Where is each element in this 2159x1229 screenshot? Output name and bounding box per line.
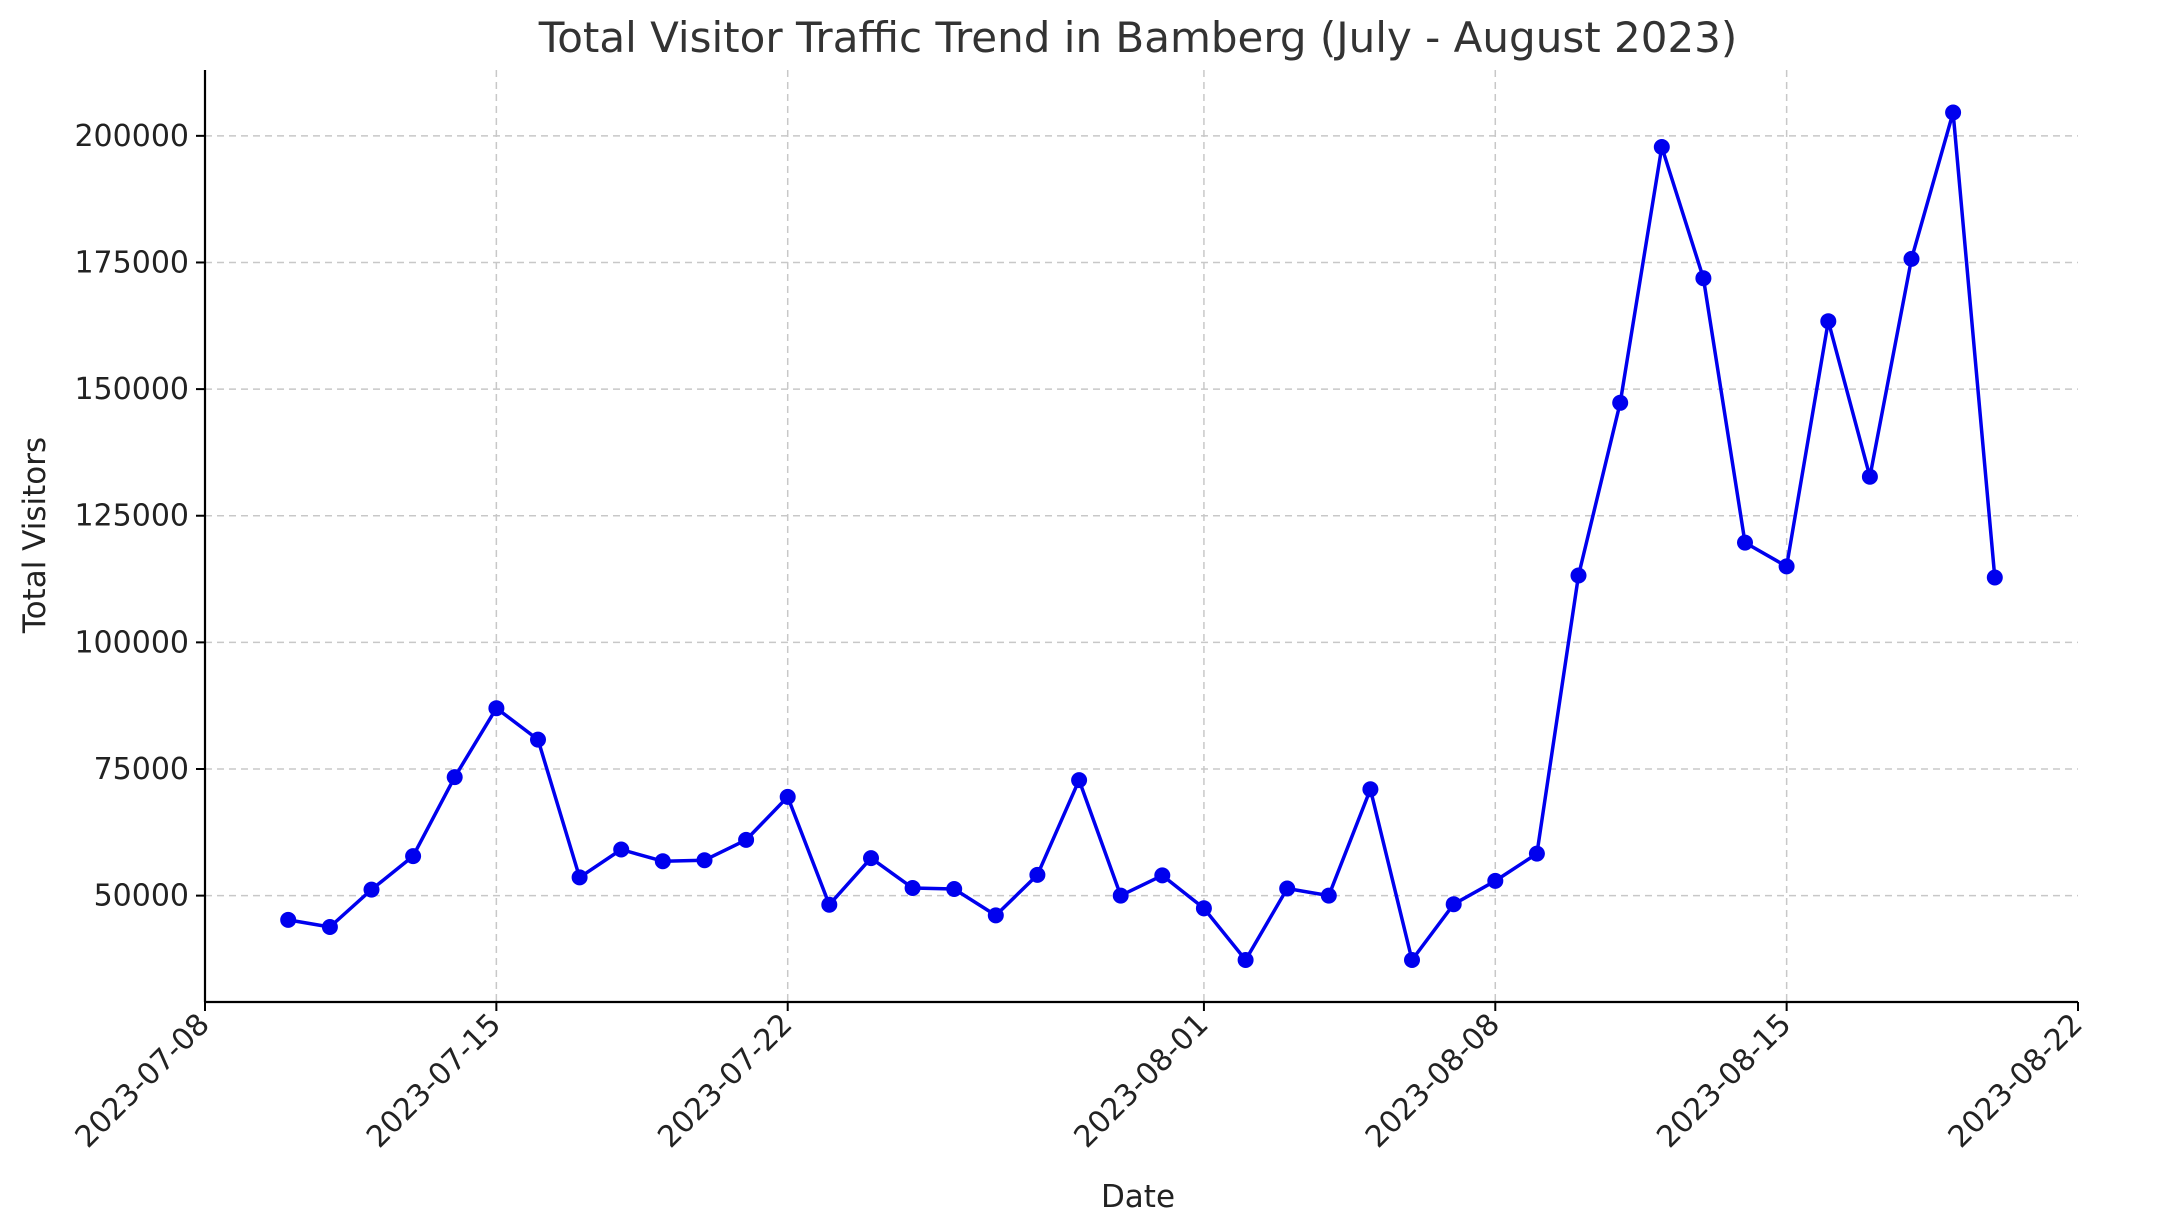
data-point	[1320, 887, 1337, 904]
data-point	[821, 896, 838, 913]
data-point	[1362, 781, 1379, 798]
x-axis-ticks: 2023-07-08 2023-07-15 2023-07-22 2023-08-01…	[69, 1002, 2090, 1155]
data-point	[405, 848, 422, 865]
data-point	[1487, 872, 1504, 889]
data-point	[654, 853, 671, 870]
data-point	[1029, 866, 1046, 883]
data-point	[1237, 952, 1254, 968]
y-axis-ticks: 50000 75000 100000 125000 150000 175000 200000	[74, 119, 205, 914]
chart-title: Total Visitor Traffic Trend in Bamberg (…	[538, 13, 1738, 62]
data-point	[738, 831, 755, 848]
data-point	[1528, 845, 1545, 862]
data-point	[904, 880, 921, 896]
x-tick-label: 2023-08-15	[1650, 1007, 1798, 1155]
data-point	[863, 850, 879, 867]
data-point	[1778, 558, 1795, 575]
data-point	[1570, 567, 1587, 584]
x-axis-label: Date	[1101, 1179, 1175, 1215]
data-point	[1861, 468, 1878, 485]
data-point	[1071, 772, 1088, 789]
grid-lines	[205, 70, 2078, 1002]
data-point	[1612, 394, 1629, 411]
data-point	[1653, 139, 1670, 155]
data-point	[446, 769, 463, 786]
data-point	[779, 788, 796, 805]
data-point	[1903, 250, 1920, 267]
x-tick-label: 2023-08-01	[1068, 1007, 1216, 1155]
data-point	[987, 907, 1004, 924]
x-tick-label: 2023-08-08	[1359, 1007, 1507, 1155]
data-point	[1112, 887, 1129, 904]
data-point	[1820, 313, 1837, 330]
data-point	[1986, 569, 2003, 586]
data-point	[280, 911, 297, 928]
data-point	[571, 869, 588, 886]
data-point	[1279, 880, 1296, 897]
y-axis-label: Total Visitors	[17, 437, 53, 634]
data-point	[946, 881, 963, 897]
axes-spines	[203, 70, 2078, 1004]
data-point	[1154, 867, 1171, 884]
data-point	[1945, 104, 1962, 121]
data-point	[1695, 270, 1712, 287]
series-group	[280, 104, 2003, 968]
data-point	[1737, 534, 1753, 551]
y-tick-label: 175000	[74, 245, 189, 280]
series-line	[287, 110, 1997, 962]
data-point	[363, 881, 380, 898]
data-point	[1195, 900, 1212, 917]
data-point	[488, 700, 505, 717]
y-tick-label: 150000	[74, 372, 189, 407]
data-point	[1404, 952, 1420, 968]
y-tick-label: 50000	[94, 879, 189, 914]
x-tick-label: 2023-07-08	[69, 1007, 217, 1155]
x-tick-label: 2023-08-22	[1942, 1007, 2090, 1155]
data-point	[321, 919, 338, 935]
data-point	[1445, 896, 1462, 913]
x-tick-label: 2023-07-22	[651, 1007, 799, 1155]
y-tick-label: 200000	[74, 119, 189, 154]
y-tick-label: 75000	[94, 752, 189, 787]
y-tick-label: 100000	[74, 625, 189, 660]
x-tick-label: 2023-07-15	[360, 1007, 508, 1155]
data-point	[613, 841, 630, 858]
data-point	[530, 731, 546, 748]
data-point	[696, 852, 713, 869]
y-tick-label: 125000	[74, 499, 189, 534]
